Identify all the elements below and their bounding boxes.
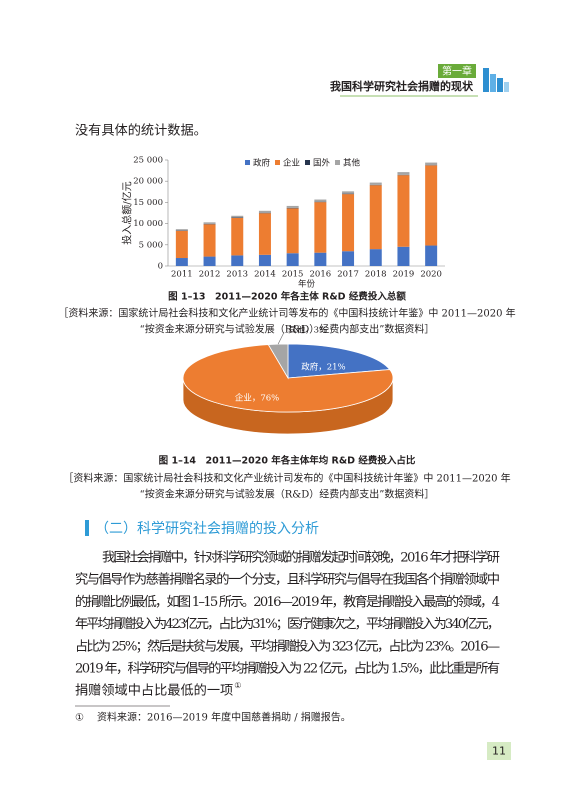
bar-segment: [175, 258, 188, 266]
legend-swatch: [335, 160, 340, 165]
x-tick-label: 2013: [226, 270, 248, 280]
legend-swatch: [275, 160, 280, 165]
section-marker: [85, 520, 89, 536]
figure-source: “按资金来源分研究与试验发展（R&D）经费内部支出”数据资料］: [140, 323, 435, 336]
figure-source: ［资料来源：国家统计局社会科技和文化产业统计司发布的《中国科技统计年鉴》中 20…: [63, 472, 510, 485]
chapter-box: [438, 64, 476, 78]
legend-swatch: [245, 160, 250, 165]
bar-segment: [342, 251, 355, 266]
x-tick-label: 2014: [254, 270, 276, 280]
running-title: 我国科学研究社会捐赠的现状: [330, 79, 474, 93]
x-tick-label: 2020: [420, 270, 442, 280]
pie-chart: 政府，21% 企业，76% 其他，3% 图 1–14 2011—2020 年各主体年均…: [63, 325, 510, 501]
page-number-box: [487, 742, 511, 760]
figure-caption: 图 1–14 2011—2020 年各主体年均 R&D 经费投入占比: [159, 455, 416, 467]
x-tick-label: 2015: [282, 270, 304, 280]
legend-label: 国外: [313, 158, 331, 169]
bar-segment: [203, 256, 216, 266]
x-tick-label: 2011: [171, 270, 193, 280]
paragraph-line: 究与倡导作为慈善捐赠名录的一个分支，且科学研究与倡导在我国各个捐赠领域中: [75, 572, 500, 588]
y-tick-label: 25 000: [133, 156, 163, 166]
paragraph-line: 捐赠领域中占比最低的一项: [75, 683, 233, 699]
paragraph-line: 2019 年，科学研究与倡导的平均捐赠投入为 22 亿元，占比为 1.5%，此比…: [75, 661, 500, 677]
bar-segment: [342, 194, 355, 252]
bar-segment: [258, 210, 271, 213]
figure-source: ［资料来源：国家统计局社会科技和文化产业统计司等发布的《中国科技统计年鉴》中 2…: [58, 307, 515, 320]
bar-segment: [258, 254, 271, 266]
chapter: 第一章: [442, 65, 472, 78]
figure-source: “按资金来源分研究与试验发展（R&D）经费内部支出”数据资料］: [140, 488, 435, 501]
bar-segment: [286, 253, 299, 266]
bar-segment: [369, 185, 382, 250]
y-axis-label: 投入总额/亿元: [121, 181, 134, 244]
bar-segment: [231, 255, 244, 266]
section-heading: （二）科学研究社会捐赠的投入分析: [95, 521, 319, 537]
bar-segment: [203, 224, 216, 257]
bar-segment: [258, 213, 271, 255]
paragraph-line: 我国社会捐赠中，针对科学研究领域的捐赠发起时间较晚，2016 年才把科学研: [102, 550, 500, 566]
bar-segment: [342, 191, 355, 194]
bar-segment: [397, 246, 410, 266]
bar-segment: [286, 205, 299, 208]
y-tick-label: 0: [158, 262, 163, 272]
y-tick-label: 15 000: [133, 198, 163, 208]
page-number: 11: [492, 745, 506, 758]
legend-label: 企业: [283, 158, 300, 169]
paragraph-line: 年平均捐赠投入为423亿元，占比为31%；医疗健康次之，平均捐赠投入为340亿元…: [75, 615, 500, 632]
bar-segment: [369, 249, 382, 266]
x-tick-label: 2017: [337, 270, 359, 280]
footnote-mark: ①: [75, 713, 84, 724]
y-tick-label: 5 000: [139, 240, 163, 250]
footnote-ref: ①: [234, 681, 241, 690]
x-tick-label: 2018: [365, 270, 387, 280]
footnote-text: 资料来源：2016—2019 年度中国慈善捐助 / 捐赠报告。: [97, 711, 351, 724]
bar-segment: [397, 172, 410, 175]
bar-segment: [286, 208, 299, 254]
data-label: 政府，21%: [301, 362, 345, 373]
x-tick-label: 2016: [310, 270, 332, 280]
bar-segment: [369, 182, 382, 185]
y-tick-label: 10 000: [133, 219, 163, 229]
leader-line: [277, 332, 285, 345]
x-tick-label: 2012: [199, 270, 221, 280]
bar-segment: [314, 252, 327, 266]
legend-swatch: [305, 160, 310, 165]
header-icon: [483, 68, 509, 92]
bar-segment: [203, 222, 216, 224]
bar-segment: [231, 215, 244, 218]
bar-segment: [175, 229, 188, 231]
y-tick-label: 20 000: [133, 177, 163, 187]
bar-segment: [397, 175, 410, 247]
x-tick-label: 2019: [393, 270, 415, 280]
legend-label: 其他: [343, 158, 361, 169]
bar-segment: [231, 217, 244, 256]
bar-segment: [425, 245, 438, 266]
paragraph-line: 的捐赠比例最低，如图 1–15 所示。2016—2019 年，教育是捐赠投入最高…: [75, 593, 500, 610]
bar-segment: [425, 162, 438, 166]
data-label: 企业，76%: [235, 392, 279, 403]
intro-text: 没有具体的统计数据。: [75, 123, 207, 139]
bar-segment: [175, 230, 188, 259]
bar-segment: [314, 202, 327, 253]
paragraph-line: 占比为 25%；然后是扶贫与发展，平均捐赠投入为 323 亿元，占比为 23%。…: [75, 637, 500, 654]
x-axis-label: 年份: [298, 279, 316, 290]
data-label: 其他，3%: [288, 325, 327, 336]
legend-label: 政府: [253, 158, 271, 169]
bar-segment: [314, 199, 327, 202]
pie-slice: [287, 343, 391, 379]
figure-caption: 图 1–13 2011—2020 年各主体 R&D 经费投入总额: [168, 291, 406, 303]
bar-segment: [425, 165, 438, 246]
paragraph: 我国社会捐赠中，针对科学研究领域的捐赠发起时间较晚，2016 年才把科学研究与倡…: [75, 550, 500, 699]
